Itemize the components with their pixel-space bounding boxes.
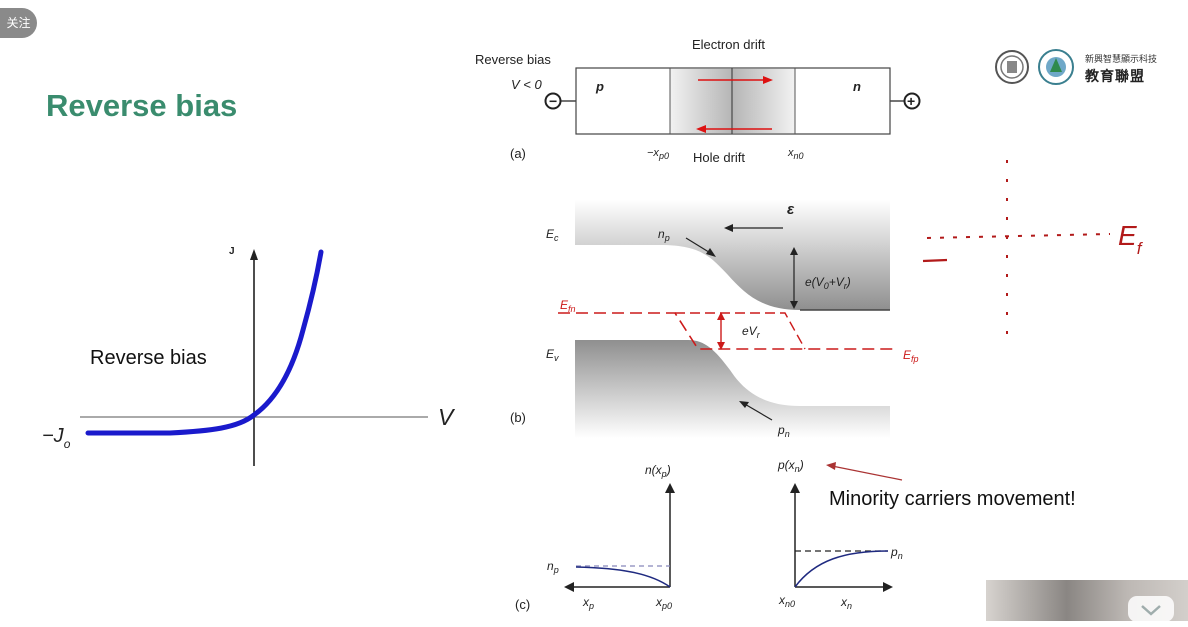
conduction-band — [575, 200, 890, 310]
panel-b-label: (b) — [510, 410, 526, 425]
xn-label: xn — [840, 595, 852, 611]
np-profile-curve — [575, 566, 671, 588]
handwritten-ef-label: Ef — [1118, 220, 1144, 258]
left-ylabel: n(xp) — [645, 463, 671, 479]
panel-c-label: (c) — [515, 597, 530, 612]
iv-plot: J V −Jo — [42, 246, 456, 466]
alliance-name-line2: 教育聯盟 — [1085, 68, 1145, 84]
ec-label: Ec — [546, 227, 559, 243]
valence-band — [575, 340, 890, 438]
iv-x-label: V — [438, 404, 456, 430]
xp0-axis-label: xp0 — [655, 595, 672, 611]
positive-terminal — [903, 92, 921, 110]
n-region-label: n — [853, 79, 861, 94]
band-diagram-b: Ec Ev Efn Efp ε np pn e(V0+Vr) eVr (b) — [510, 200, 919, 439]
efp-label: Efp — [903, 348, 919, 364]
right-ylabel: p(xn) — [777, 458, 804, 474]
reverse-bias-annotation: Reverse bias — [90, 347, 207, 369]
quasi-fermi-levels — [558, 312, 895, 350]
hole-drift-label: Hole drift — [693, 150, 745, 165]
xn0-axis-label: xn0 — [778, 593, 795, 609]
np-label: np — [658, 227, 670, 243]
iv-y-arrow — [250, 249, 258, 260]
hand-horizontal-line — [926, 233, 1111, 239]
xp-label: xp — [582, 595, 594, 611]
slide-title: Reverse bias — [46, 88, 238, 123]
saturation-current-label: −Jo — [42, 425, 71, 451]
hole-drift-arrow — [696, 125, 706, 133]
p-region-label: p — [595, 79, 604, 94]
np-level-label: np — [547, 559, 559, 575]
panel-a-label: (a) — [510, 146, 526, 161]
pn-level-label: pn — [890, 545, 903, 561]
pn-label: pn — [777, 423, 790, 439]
chevron-down-icon — [1141, 605, 1161, 616]
iv-y-label: J — [229, 246, 235, 257]
webcam-toggle-button[interactable] — [1128, 596, 1174, 622]
follow-button[interactable]: 关注 — [0, 8, 37, 38]
electron-drift-label: Electron drift — [692, 37, 765, 52]
efn-label: Efn — [560, 298, 576, 314]
electric-field-label: ε — [787, 201, 795, 218]
minority-carriers-note: Minority carriers movement! — [829, 488, 1076, 510]
junction-figure-a: − + Reverse bias V < 0 p n Electron drif… — [475, 37, 921, 165]
field-arrow — [724, 224, 733, 232]
alliance-name-line1: 新興智慧顯示科技 — [1085, 54, 1158, 64]
handwriting-annotation: Ef — [922, 160, 1144, 350]
svg-text:−: − — [549, 93, 557, 109]
carrier-profiles-c: n(xp) np xp xp0 p(xn) pn xn xn0 (c) — [515, 458, 903, 612]
pn-profile-curve — [794, 550, 889, 588]
barrier-label: e(V0+Vr) — [805, 275, 851, 291]
bias-condition: V < 0 — [511, 77, 542, 92]
electron-drift-arrow — [763, 76, 773, 84]
reverse-bias-title: Reverse bias — [475, 52, 551, 67]
xp0-label: −xp0 — [647, 147, 669, 161]
evr-label: eVr — [742, 324, 761, 340]
iv-curve — [85, 249, 324, 436]
ev-label: Ev — [546, 347, 559, 363]
organization-logos — [995, 49, 1074, 85]
svg-text:+: + — [907, 93, 915, 109]
negative-terminal — [544, 92, 562, 110]
xn0-label: xn0 — [787, 147, 804, 161]
annotation-arrow — [826, 462, 836, 470]
